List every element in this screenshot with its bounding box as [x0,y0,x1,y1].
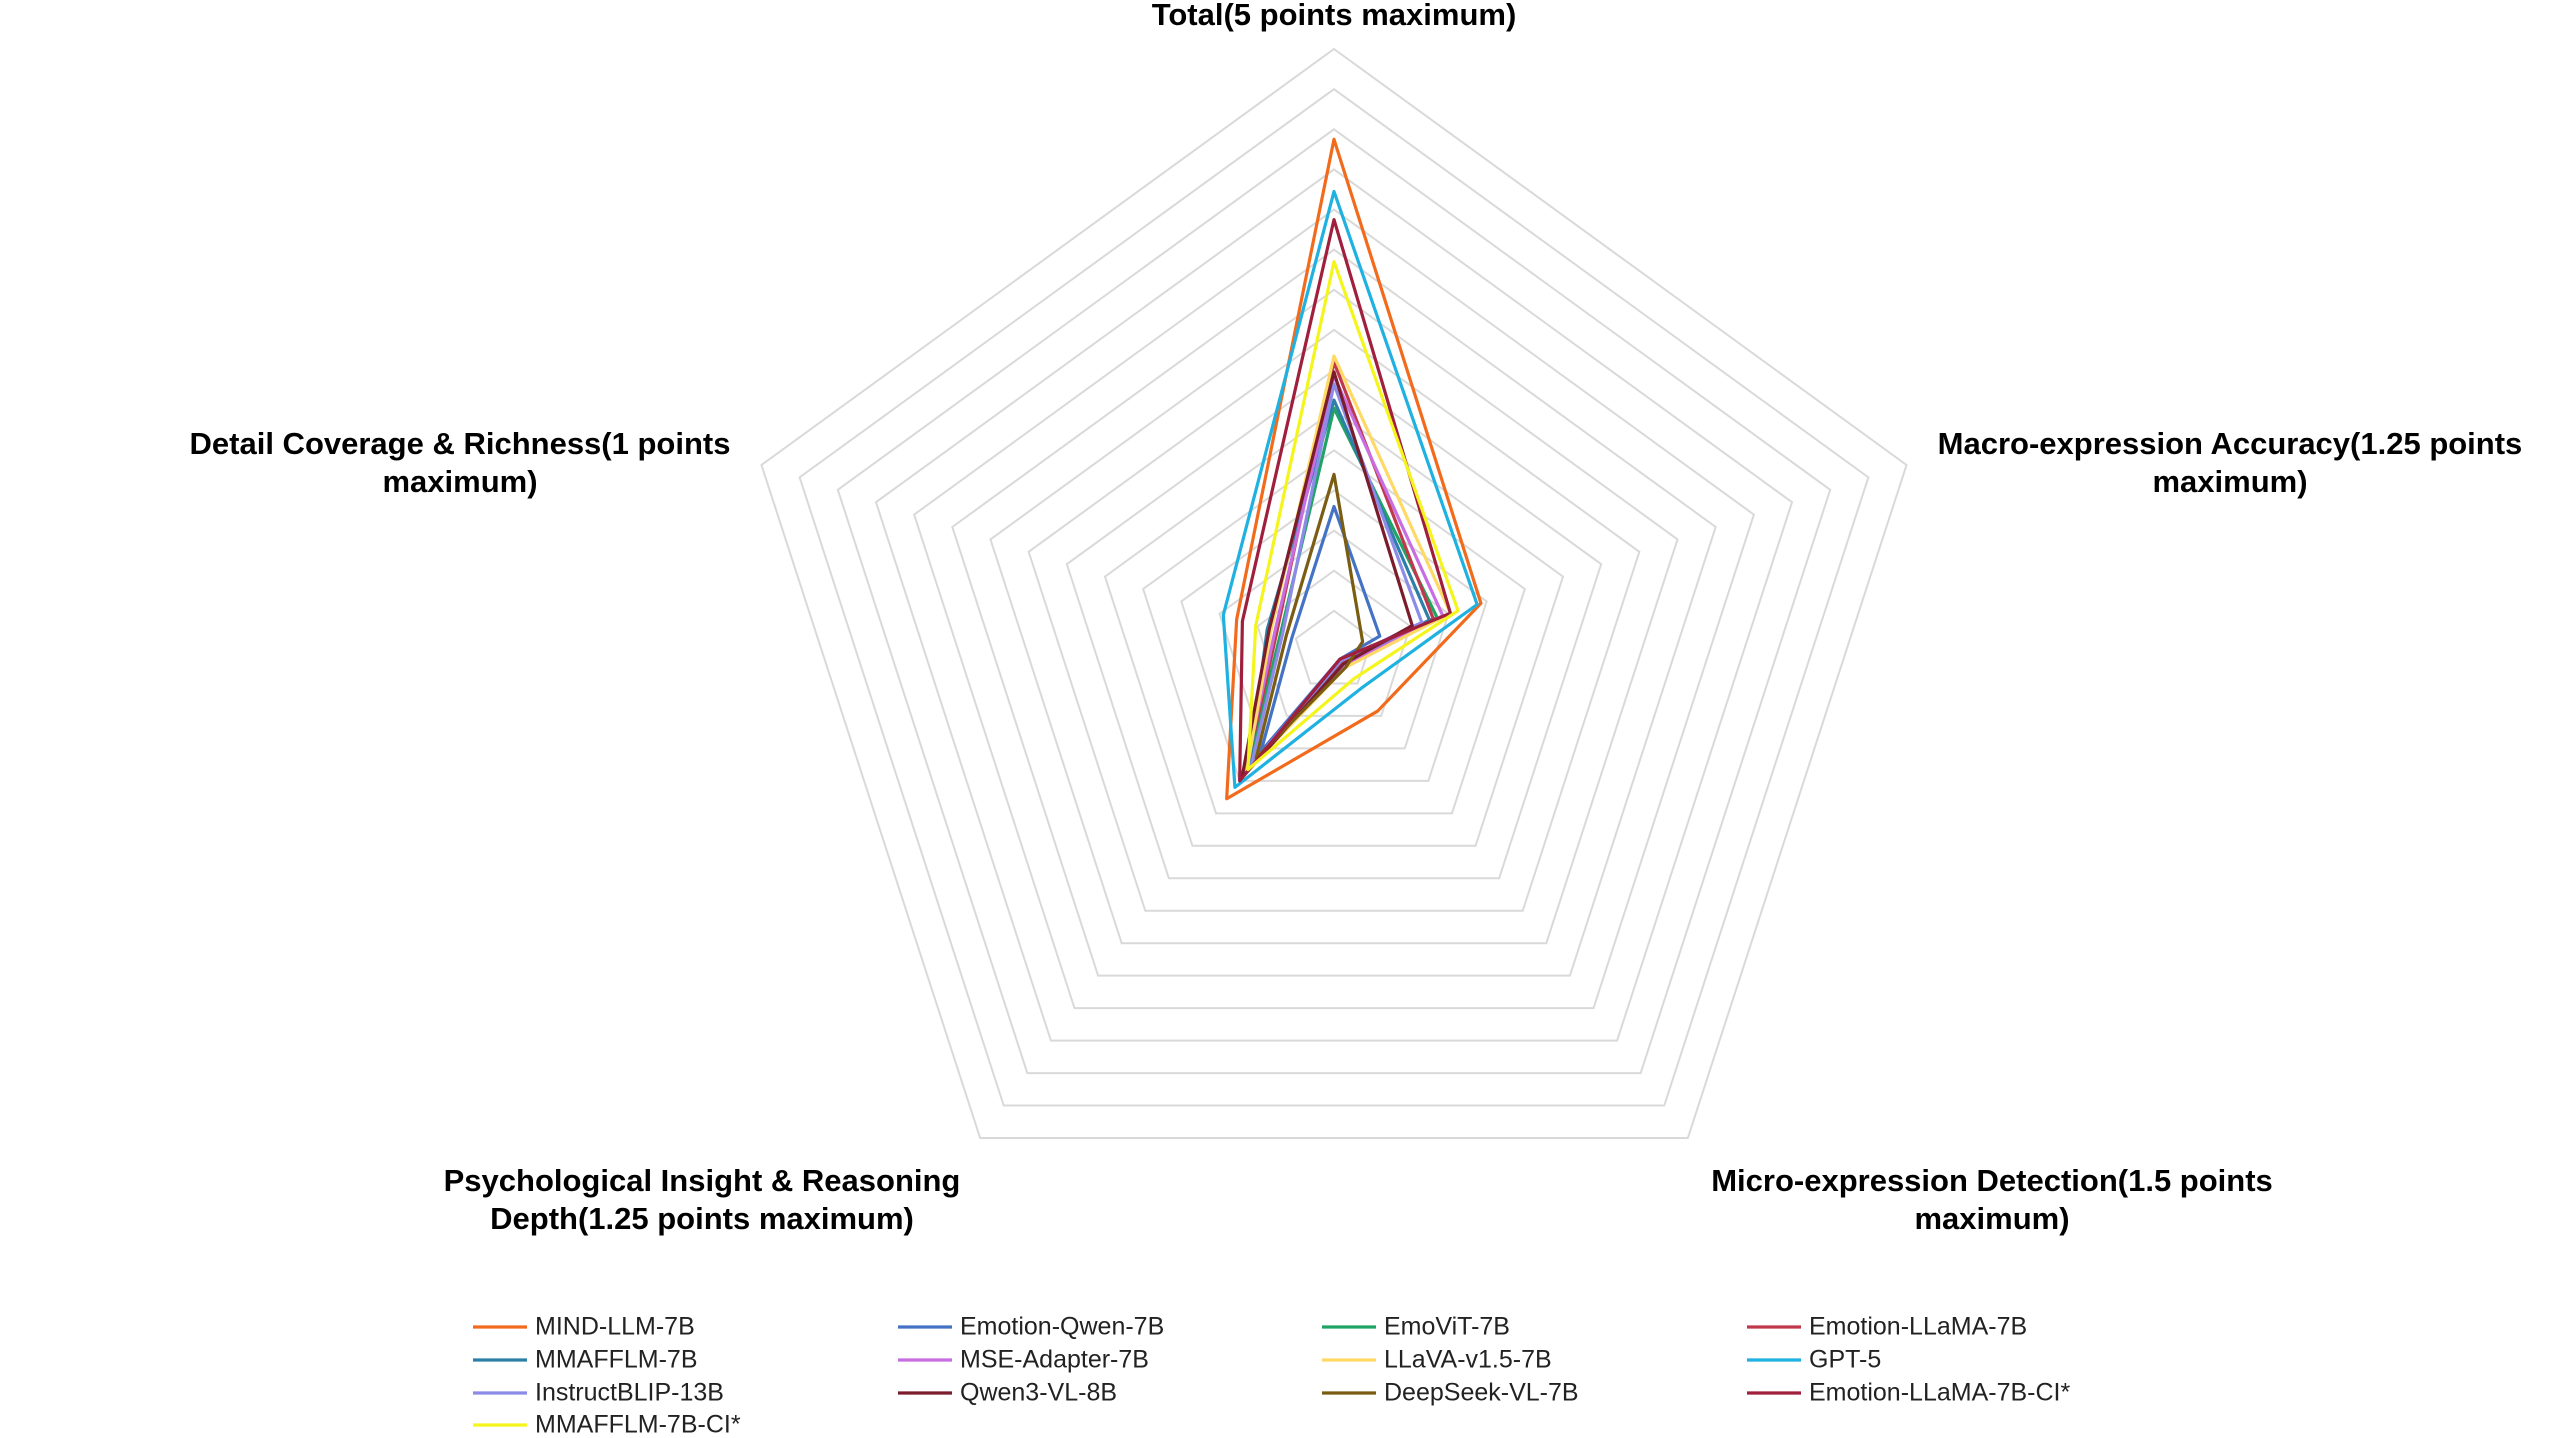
series-line [1221,189,1479,789]
legend-label: Emotion-Qwen-7B [960,1313,1164,1341]
grid-ring [1027,328,1641,912]
grid-ring [798,87,1870,1107]
axis-label: Psychological Insight & Reasoning Depth(… [443,1163,961,1236]
axis-label: Detail Coverage & Richness(1 points maxi… [189,426,731,499]
series-line [1254,472,1365,760]
grid-ring [836,128,1832,1075]
legend-label: MIND-LLM-7B [535,1313,695,1341]
legend-label: Emotion-LLaMA-7B-CI* [1809,1379,2070,1407]
legend-label: LLaVA-v1.5-7B [1384,1346,1552,1374]
legend-label: MMAFFLM-7B [535,1346,698,1374]
grid-ring [1141,449,1527,815]
grid-ring [760,47,1908,1140]
legend-label: Emotion-LLaMA-7B [1809,1313,2027,1341]
series-line [1225,137,1483,801]
series-line [1246,260,1460,772]
axis-label: Micro-expression Detection(1.5 points ma… [1711,1163,2273,1236]
grid-ring [1294,609,1374,685]
axis-label: Macro-expression Accuracy(1.25 points ma… [1937,426,2523,499]
legend-label: GPT-5 [1809,1346,1881,1374]
grid-ring [1103,408,1565,847]
grid-ring [989,288,1679,945]
legend-label: Qwen3-VL-8B [960,1379,1117,1407]
legend-label: MSE-Adapter-7B [960,1346,1149,1374]
legend-label: MMAFFLM-7B-CI* [535,1411,741,1438]
axis-label: Total(5 points maximum) [1151,0,1517,32]
grid-ring [1065,368,1603,880]
grid-ring [874,168,1794,1042]
legend-label: DeepSeek-VL-7B [1384,1379,1579,1407]
grid-ring [1180,489,1488,782]
grid-ring [951,248,1717,977]
grid-ring [912,208,1756,1010]
series-line [1238,217,1453,783]
legend-label: EmoViT-7B [1384,1313,1510,1341]
legend-label: InstructBLIP-13B [535,1379,724,1407]
